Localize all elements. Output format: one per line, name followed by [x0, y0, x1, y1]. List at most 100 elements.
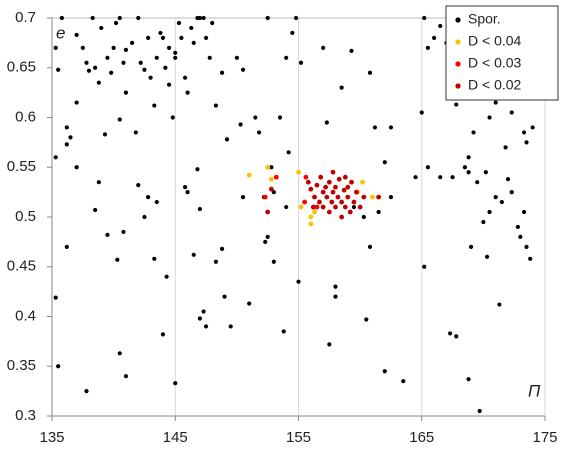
- point: [422, 264, 427, 269]
- point: [173, 50, 178, 55]
- point: [170, 115, 175, 120]
- point: [505, 177, 511, 182]
- point: [197, 206, 202, 212]
- point: [56, 364, 61, 369]
- point: [481, 219, 486, 225]
- x-tick-label: 145: [163, 429, 188, 446]
- point: [354, 189, 359, 195]
- point: [240, 67, 246, 72]
- point: [210, 20, 215, 26]
- point: [425, 45, 431, 50]
- point: [142, 214, 147, 220]
- point: [123, 374, 129, 379]
- point: [471, 130, 476, 135]
- point: [454, 102, 459, 107]
- point: [483, 170, 488, 175]
- point: [74, 165, 79, 170]
- point: [64, 244, 69, 249]
- point: [298, 204, 304, 210]
- point: [59, 15, 64, 21]
- y-tick-label: 0.7: [15, 9, 36, 26]
- point: [351, 199, 357, 205]
- point: [323, 184, 329, 190]
- point: [56, 67, 61, 72]
- point: [203, 324, 209, 329]
- point: [262, 194, 268, 200]
- point: [102, 132, 108, 137]
- point: [326, 209, 332, 215]
- point: [305, 179, 311, 185]
- point: [117, 117, 122, 122]
- point: [509, 110, 514, 115]
- point: [303, 174, 309, 180]
- point: [497, 302, 502, 307]
- point: [284, 55, 289, 60]
- point: [265, 209, 271, 215]
- legend-marker: [455, 61, 461, 67]
- point: [222, 294, 227, 299]
- point: [509, 190, 514, 195]
- point: [240, 195, 246, 200]
- point: [195, 167, 200, 172]
- point: [360, 179, 365, 185]
- point: [347, 209, 353, 215]
- point: [166, 82, 172, 87]
- x-tick-label: 155: [286, 429, 311, 446]
- point: [86, 68, 92, 73]
- point: [146, 195, 151, 200]
- legend-label: D < 0.04: [468, 33, 522, 49]
- point: [515, 224, 520, 230]
- point: [99, 25, 104, 31]
- point: [277, 115, 283, 120]
- y-tick-label: 0.3: [15, 407, 36, 424]
- point: [317, 199, 322, 205]
- point: [370, 194, 375, 200]
- point: [333, 204, 338, 210]
- point: [158, 30, 163, 36]
- point: [342, 204, 348, 210]
- point: [477, 408, 482, 414]
- point: [273, 174, 279, 180]
- point: [163, 65, 168, 70]
- point: [326, 179, 332, 185]
- point: [179, 35, 184, 41]
- legend-label: D < 0.03: [468, 55, 522, 71]
- point: [524, 140, 529, 145]
- point: [115, 257, 120, 262]
- point: [493, 100, 498, 105]
- point: [121, 229, 126, 235]
- legend-marker: [455, 17, 461, 23]
- point: [265, 164, 271, 170]
- y-tick-label: 0.65: [7, 59, 36, 76]
- point: [468, 244, 474, 249]
- point: [191, 40, 196, 45]
- point: [201, 309, 206, 314]
- point: [271, 259, 276, 264]
- legend-marker: [455, 83, 461, 89]
- point: [296, 279, 301, 284]
- point: [361, 214, 366, 220]
- legend: Spor. D < 0.04 D < 0.03 D < 0.02: [445, 5, 559, 101]
- point: [333, 294, 338, 299]
- y-tick-label: 0.6: [15, 108, 36, 125]
- point: [247, 301, 252, 306]
- point: [256, 130, 262, 135]
- point: [372, 125, 378, 130]
- point: [487, 115, 492, 120]
- point: [487, 209, 492, 215]
- point: [447, 331, 453, 336]
- point: [281, 329, 286, 334]
- point: [466, 170, 471, 175]
- point: [117, 351, 122, 356]
- point: [173, 381, 178, 386]
- legend-label: Spor.: [468, 11, 501, 27]
- point: [164, 274, 169, 279]
- point: [308, 186, 314, 192]
- point: [339, 214, 345, 220]
- point: [173, 55, 178, 60]
- x-tick-label: 165: [409, 429, 434, 446]
- point: [84, 60, 89, 65]
- point: [152, 256, 157, 261]
- point: [521, 209, 527, 215]
- point: [376, 209, 381, 215]
